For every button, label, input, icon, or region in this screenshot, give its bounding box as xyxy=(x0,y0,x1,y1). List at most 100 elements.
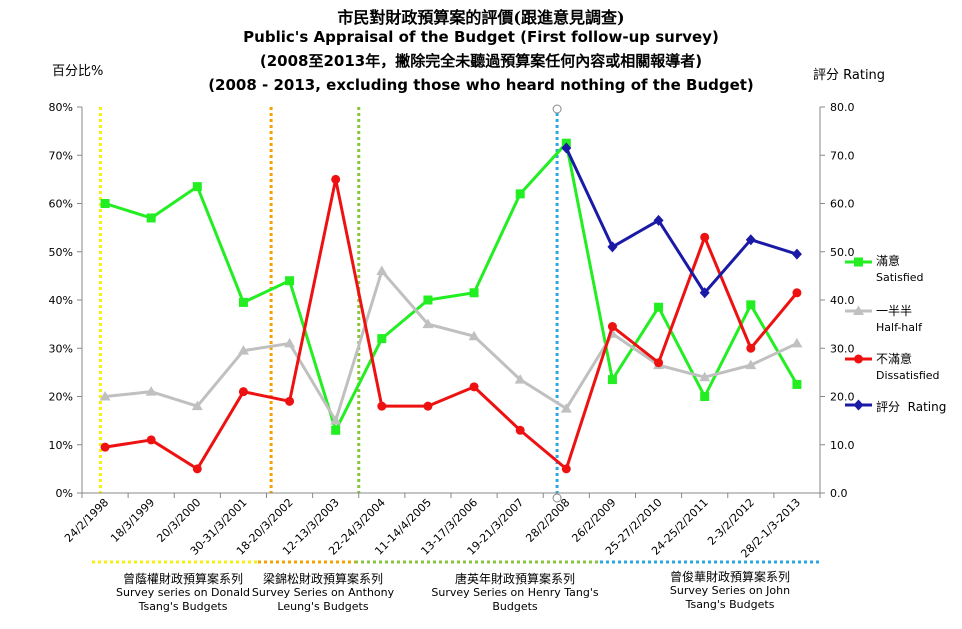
era-label-anthony-leung: 梁錦松財政預算案系列 Survey Series on Anthony Leung… xyxy=(251,572,395,613)
left-tick-label: 10% xyxy=(49,439,73,452)
data-point xyxy=(285,276,295,286)
data-point xyxy=(237,345,249,355)
left-tick-label: 50% xyxy=(49,246,73,259)
series-dissatisfied xyxy=(100,174,802,474)
right-tick-label: 80.0 xyxy=(830,101,855,114)
divider-handle-top xyxy=(552,104,562,114)
data-point xyxy=(607,375,617,385)
data-point xyxy=(468,330,480,341)
series-line xyxy=(104,269,798,423)
era-divider-lines xyxy=(98,104,562,503)
data-point xyxy=(700,392,710,401)
data-point xyxy=(99,391,111,401)
data-point xyxy=(330,415,342,425)
left-tick-label: 70% xyxy=(49,149,73,162)
x-tick-label: 26/2/2009 xyxy=(569,496,618,545)
chart-subtitle-en: (2008 - 2013, excluding those who heard … xyxy=(208,76,754,94)
series-rating xyxy=(561,142,802,299)
data-point xyxy=(854,354,863,364)
data-point xyxy=(238,297,248,307)
data-point xyxy=(146,435,156,445)
chart-title-zh: 市民對財政預算案的評價(跟進意見調查) xyxy=(337,8,625,27)
series-lines xyxy=(99,138,803,474)
data-point xyxy=(423,295,433,305)
left-tick-label: 80% xyxy=(49,101,73,114)
chart-subtitle-zh: (2008至2013年，撇除完全未聽過預算案任何內容或相關報導者) xyxy=(259,52,703,70)
data-point xyxy=(284,337,296,348)
x-tick-label: 24/2/1998 xyxy=(62,496,111,545)
data-point xyxy=(238,387,248,397)
series-line xyxy=(104,141,799,432)
right-tick-label: 60.0 xyxy=(830,198,855,211)
left-tick-label: 0% xyxy=(56,487,73,500)
data-point xyxy=(423,401,433,411)
x-tick-labels: 24/2/199818/3/199920/3/200030-31/3/20011… xyxy=(62,493,821,561)
chart-title-en: Public's Appraisal of the Budget (First … xyxy=(243,28,719,46)
data-point xyxy=(146,213,156,223)
data-point xyxy=(469,382,479,392)
era-label-henry-tang: 唐英年財政預算案系列 Survey Series on Henry Tang's … xyxy=(431,572,599,613)
data-point xyxy=(792,288,802,298)
data-point xyxy=(700,232,710,242)
right-tick-label: 70.0 xyxy=(830,149,855,162)
data-point xyxy=(422,318,434,329)
data-point xyxy=(145,386,157,396)
right-tick-label: 20.0 xyxy=(830,391,855,404)
right-tick-label: 0.0 xyxy=(830,487,848,500)
data-point xyxy=(514,374,526,384)
axes: 0% 10% 20% 30% 40% 50% 60% 70% 80% 0.0 10.0 20.0 30.… xyxy=(49,101,855,500)
series-half-half xyxy=(99,265,803,425)
right-tick-label: 30.0 xyxy=(830,342,855,355)
divider-handle-bottom xyxy=(552,493,562,503)
era-label-john-tsang: 曾俊華財政預算案系列 Survey Series on John Tsang's … xyxy=(669,570,791,611)
right-tick-label: 50.0 xyxy=(830,246,855,259)
series-line xyxy=(104,177,799,471)
data-point xyxy=(469,288,479,298)
data-point xyxy=(376,265,388,276)
right-axis-title: 評分 Rating xyxy=(813,68,886,83)
series-line xyxy=(564,147,798,295)
legend-label-rating: 評分 Rating xyxy=(876,400,947,414)
data-point xyxy=(377,334,387,344)
data-point xyxy=(853,399,864,411)
x-tick-label: 28/2/2008 xyxy=(523,496,572,545)
data-point xyxy=(560,403,572,413)
data-point xyxy=(607,322,617,332)
data-point xyxy=(331,174,341,184)
data-point xyxy=(285,396,295,406)
left-tick-label: 40% xyxy=(49,294,73,307)
data-point xyxy=(192,182,202,192)
data-point xyxy=(699,287,710,299)
legend xyxy=(845,257,872,411)
right-tick-label: 40.0 xyxy=(830,294,855,307)
data-point xyxy=(654,302,664,312)
data-point xyxy=(745,359,757,370)
legend-label-dissatisfied: 不滿意 Dissatisfied xyxy=(876,352,940,382)
data-point xyxy=(745,234,756,246)
data-point xyxy=(792,379,802,389)
data-point xyxy=(515,425,525,435)
data-point xyxy=(377,401,387,411)
data-point xyxy=(746,300,756,310)
data-point xyxy=(853,305,864,315)
data-point xyxy=(331,425,341,435)
legend-label-satisfied: 滿意 Satisfied xyxy=(876,254,924,284)
data-point xyxy=(791,248,802,260)
left-axis-title: 百分比% xyxy=(52,64,104,79)
legend-label-half-half: 一半半 Half-half xyxy=(876,304,922,334)
data-point xyxy=(191,400,203,411)
left-tick-label: 30% xyxy=(49,342,73,355)
data-point xyxy=(561,142,572,154)
data-point xyxy=(654,358,664,368)
data-point xyxy=(653,214,664,226)
data-point xyxy=(100,442,110,452)
era-label-donald-tsang: 曾蔭權財政預算案系列 Survey series on Donald Tsang'… xyxy=(116,572,250,613)
data-point xyxy=(791,337,803,348)
data-point xyxy=(515,189,525,199)
data-point xyxy=(192,464,202,474)
data-point xyxy=(100,199,110,208)
series-satisfied xyxy=(100,138,802,435)
data-point xyxy=(561,464,571,474)
x-tick-label: 18/3/1999 xyxy=(108,496,157,545)
